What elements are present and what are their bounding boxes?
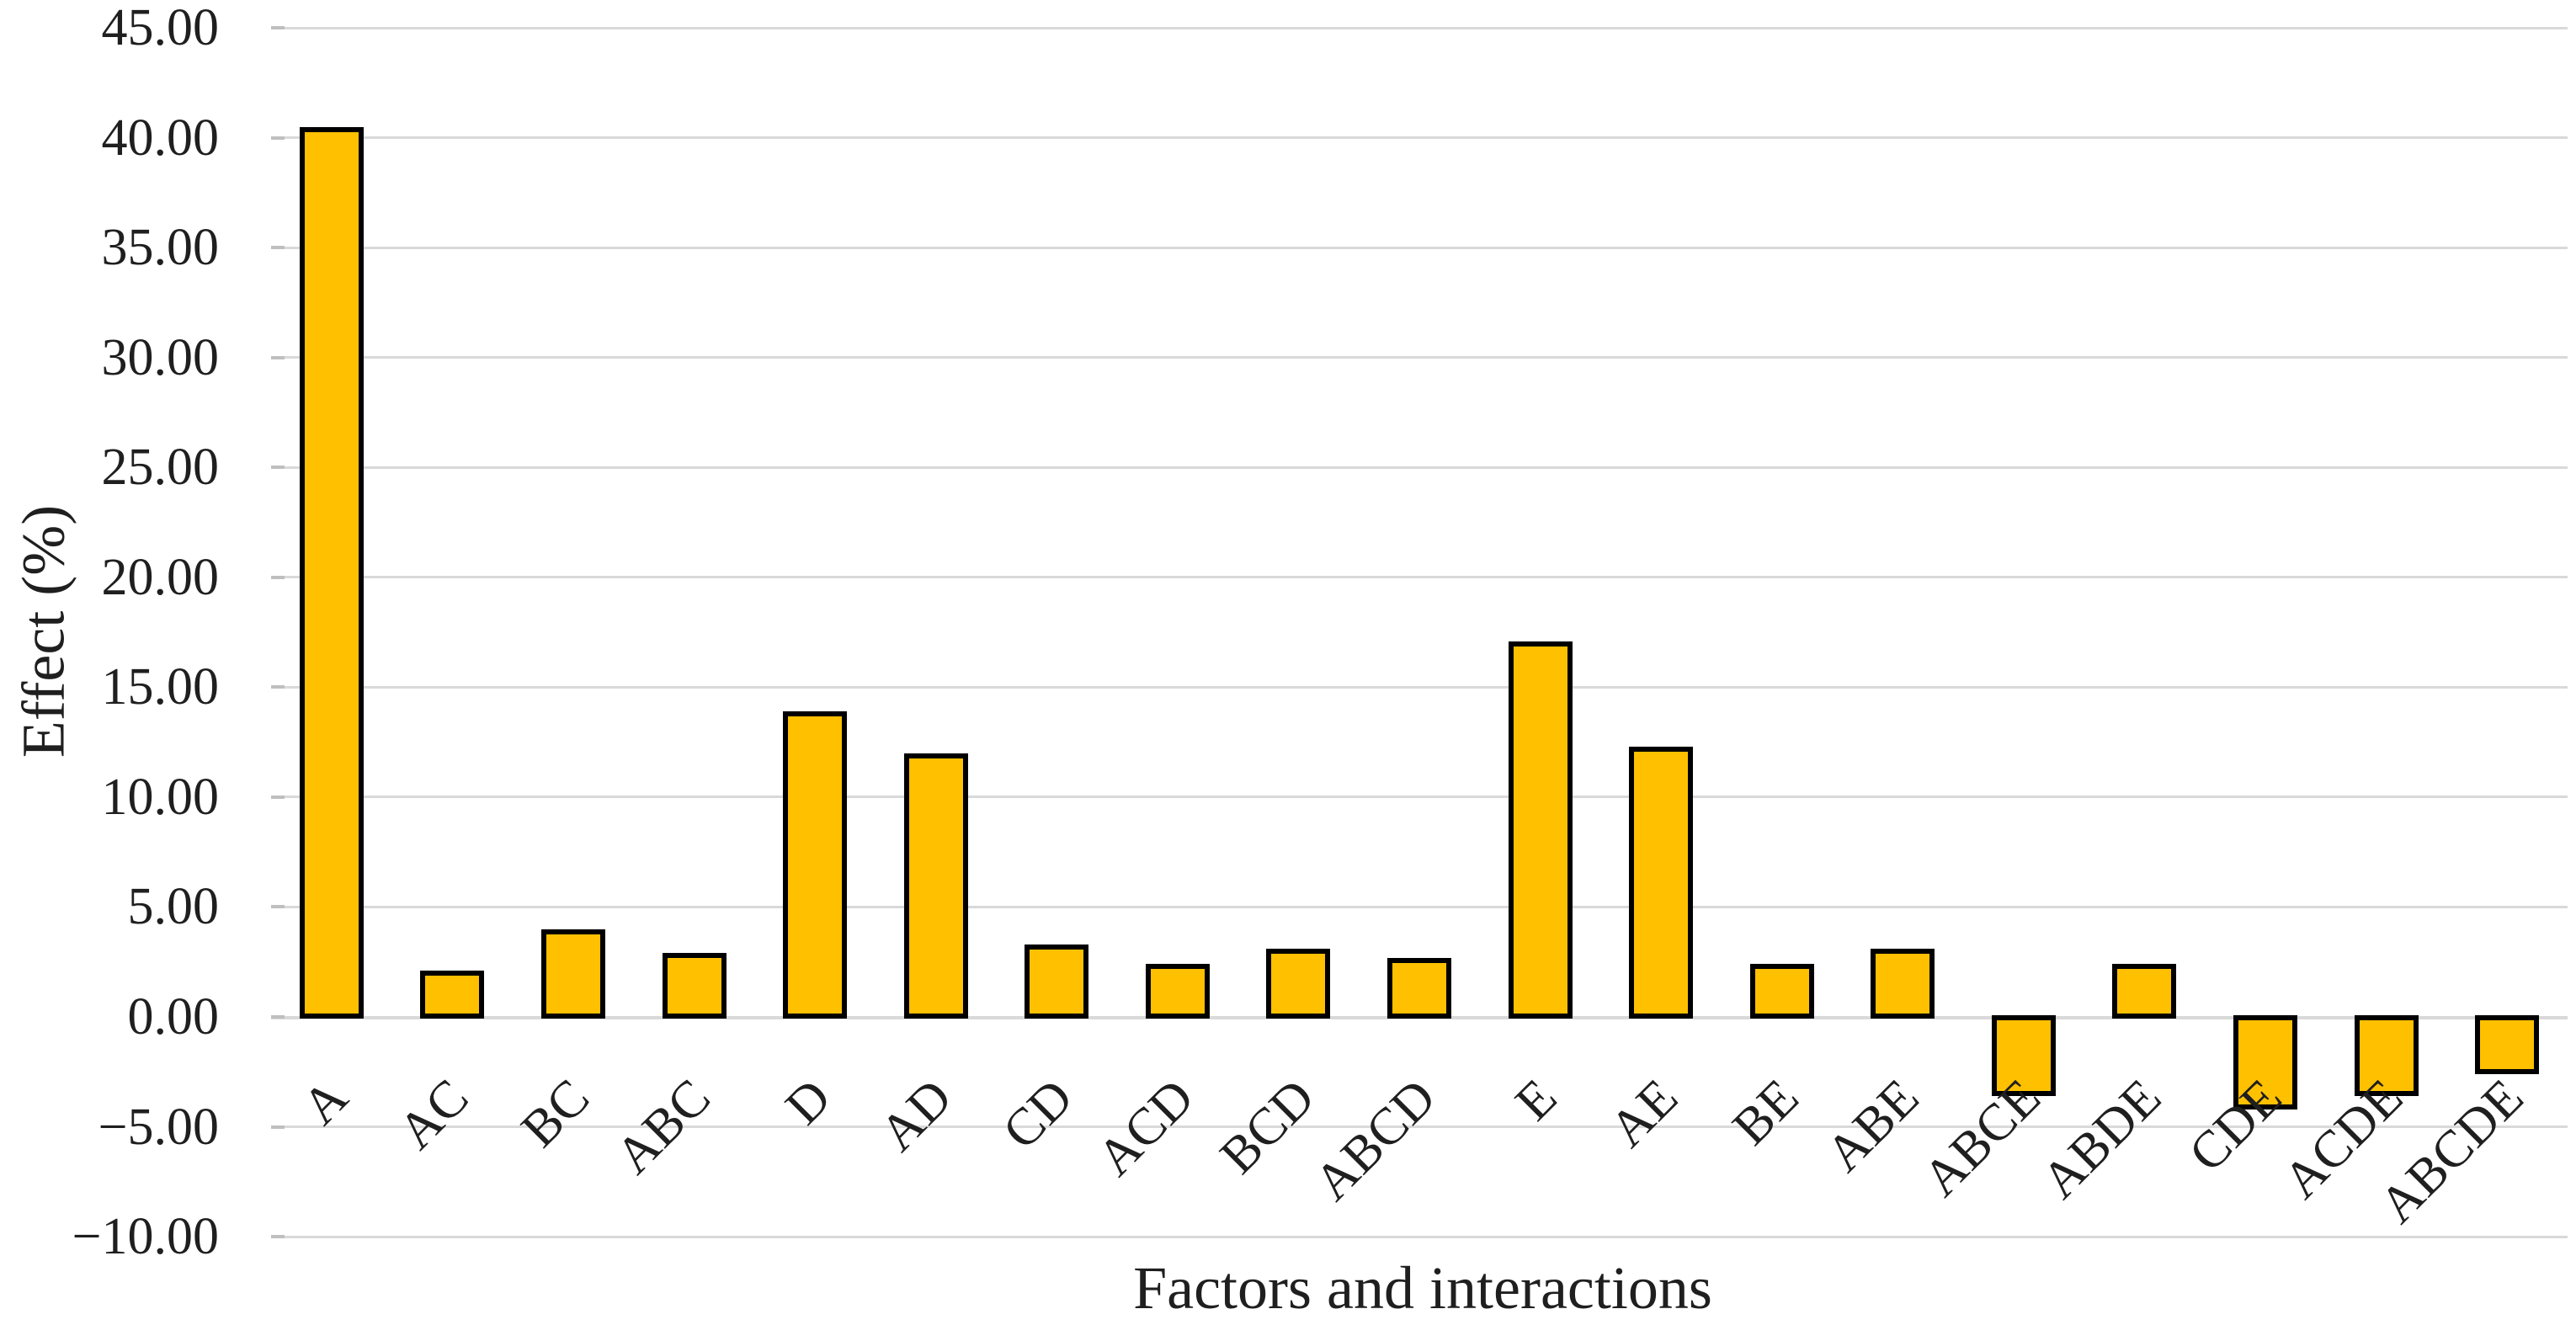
gridline-y--10 [271, 1235, 2568, 1238]
y-axis-tick [271, 795, 285, 799]
bar-ACDE [2354, 1015, 2419, 1096]
bar-E [1508, 641, 1573, 1019]
y-tick-label: 40.00 [101, 109, 220, 167]
bar-BE [1749, 964, 1814, 1019]
bar-AD [903, 753, 968, 1019]
y-tick-label: 20.00 [101, 548, 220, 606]
gridline-y-15 [271, 685, 2568, 689]
x-category-label-ABCD: ABCD [1303, 1068, 1447, 1212]
y-axis-tick [271, 26, 285, 30]
y-tick-label: 10.00 [101, 768, 220, 826]
gridline-y-5 [271, 905, 2568, 908]
y-tick-label: 30.00 [101, 328, 220, 386]
bar-BC [540, 929, 605, 1019]
bar-ABC [662, 953, 726, 1019]
bar-ABDE [2112, 964, 2177, 1019]
y-tick-label: 45.00 [101, 0, 220, 57]
gridline-y-45 [271, 26, 2568, 29]
y-tick-label: −10.00 [72, 1208, 219, 1266]
bar-AC [420, 971, 485, 1019]
y-axis-tick [271, 905, 285, 909]
y-tick-label: −5.00 [98, 1098, 219, 1156]
y-axis-tick [271, 1235, 285, 1239]
y-axis-tick [271, 1125, 285, 1129]
x-category-label-E: E [1504, 1068, 1567, 1132]
x-category-label-AD: AD [869, 1068, 964, 1163]
bar-BCD [1266, 949, 1331, 1019]
bar-AE [1629, 746, 1694, 1019]
bar-ABCE [1991, 1015, 2056, 1096]
bar-CD [1025, 944, 1089, 1019]
y-axis-tick [271, 246, 285, 250]
y-tick-label: 5.00 [127, 878, 220, 936]
y-axis-tick [271, 575, 285, 579]
y-tick-label: 0.00 [127, 988, 220, 1046]
y-tick-label: 25.00 [101, 439, 220, 497]
y-tick-label: 35.00 [101, 219, 220, 277]
bar-CDE [2233, 1015, 2298, 1109]
y-axis-tick [271, 1015, 285, 1019]
y-axis-title: Effect (%) [9, 504, 77, 758]
gridline-y-40 [271, 136, 2568, 140]
bar-A [299, 126, 364, 1019]
bar-ABE [1871, 949, 1935, 1019]
x-category-label-BC: BC [510, 1068, 601, 1158]
gridline-y-10 [271, 796, 2568, 799]
gridline-y-35 [271, 246, 2568, 249]
y-axis-tick [271, 136, 285, 140]
gridline-y--5 [271, 1125, 2568, 1129]
bar-D [783, 711, 848, 1019]
bar-ABCD [1387, 957, 1451, 1019]
x-category-label-BE: BE [1722, 1068, 1810, 1157]
y-tick-label: 15.00 [101, 658, 220, 716]
x-category-label-ABC: ABC [604, 1068, 721, 1185]
x-axis-title: Factors and interactions [1133, 1254, 1712, 1322]
bar-ABCDE [2475, 1015, 2540, 1074]
y-axis-tick [271, 355, 285, 359]
gridline-y-30 [271, 356, 2568, 359]
x-category-label-ABCE: ABCE [1912, 1068, 2052, 1208]
y-axis-tick [271, 685, 285, 689]
y-axis-tick [271, 466, 285, 470]
gridline-y-20 [271, 576, 2568, 579]
gridline-y-25 [271, 466, 2568, 469]
x-category-label-AE: AE [1599, 1068, 1689, 1158]
bar-ACD [1145, 964, 1210, 1019]
x-category-label-CD: CD [992, 1068, 1084, 1161]
x-category-label-AC: AC [387, 1068, 480, 1161]
